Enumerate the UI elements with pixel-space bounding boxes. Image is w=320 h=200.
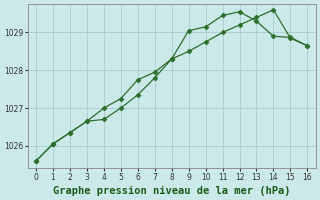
X-axis label: Graphe pression niveau de la mer (hPa): Graphe pression niveau de la mer (hPa) bbox=[53, 186, 291, 196]
